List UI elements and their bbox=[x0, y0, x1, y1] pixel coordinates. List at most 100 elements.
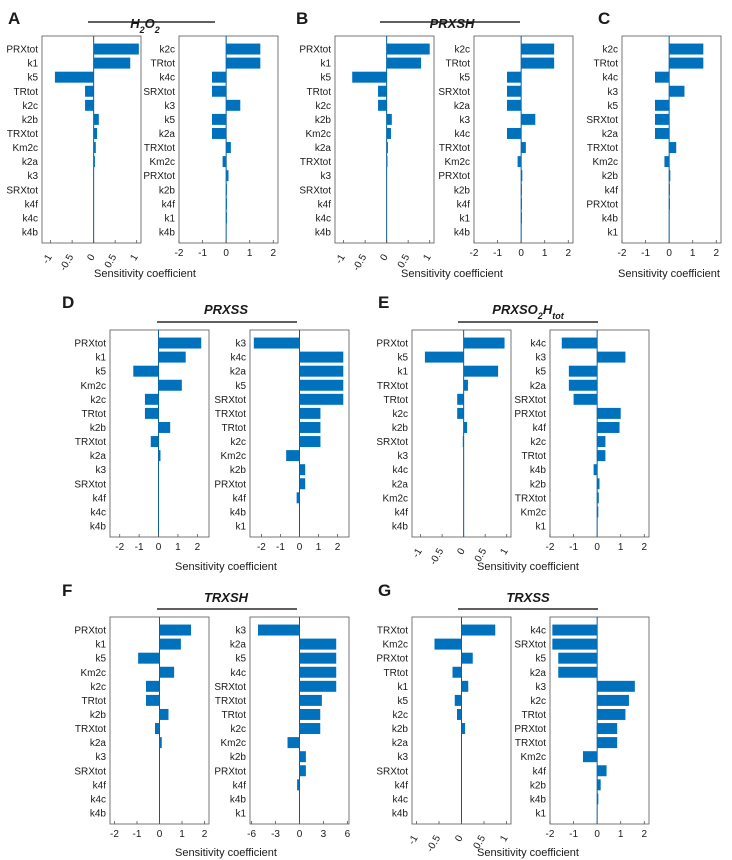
bar bbox=[521, 43, 555, 55]
x-tick-label: -1 bbox=[276, 542, 285, 553]
category-label: k4f bbox=[318, 199, 332, 210]
x-tick-label: 0 bbox=[297, 829, 303, 840]
category-label: SRXtot bbox=[376, 437, 408, 448]
category-label: TRtot bbox=[522, 710, 547, 721]
bar bbox=[655, 99, 670, 111]
bar bbox=[597, 436, 606, 448]
x-axis-label: Sensitivity coefficient bbox=[477, 561, 579, 573]
bar bbox=[146, 680, 160, 692]
panel-c: CPRXSOHk2cTRtotk4ck3k5SRXtotk2aTRXtotKm2… bbox=[586, 9, 722, 280]
category-label: SRXtot bbox=[438, 87, 470, 98]
bar bbox=[93, 57, 131, 69]
x-tick-label: 1 bbox=[128, 252, 141, 263]
x-tick-label: 1 bbox=[542, 248, 548, 259]
category-label: PRXtot bbox=[6, 45, 38, 56]
plot-frame bbox=[473, 35, 574, 244]
bar bbox=[463, 450, 465, 462]
bar bbox=[552, 638, 598, 650]
bar bbox=[463, 337, 505, 349]
category-label: k3 bbox=[397, 752, 408, 763]
bar bbox=[463, 421, 468, 433]
panel-letter: B bbox=[296, 9, 308, 28]
panel-title: PRXSS bbox=[204, 302, 248, 317]
x-tick-label: -0.5 bbox=[425, 833, 443, 854]
category-label: k5 bbox=[397, 353, 408, 364]
category-label: k2a bbox=[230, 640, 247, 651]
x-tick-label: -1 bbox=[411, 546, 425, 560]
category-label: k4b bbox=[230, 507, 247, 518]
x-tick-label: -1 bbox=[133, 829, 142, 840]
category-label: k1 bbox=[535, 808, 546, 819]
category-label: TRtot bbox=[222, 423, 247, 434]
subplot: PRXtot k1 k5 Km2c k2c TRtot k2b TRXtot k2a k3 SRXt… bbox=[74, 616, 210, 840]
category-label: Km2c bbox=[80, 381, 106, 392]
bar bbox=[159, 666, 175, 678]
bar bbox=[299, 421, 321, 433]
x-tick-label: -1 bbox=[493, 248, 502, 259]
x-tick-label: -1 bbox=[569, 829, 578, 840]
bar bbox=[386, 113, 392, 125]
x-tick-label: 1 bbox=[179, 829, 185, 840]
x-tick-label: 0 bbox=[594, 542, 600, 553]
category-label: k4c bbox=[530, 626, 546, 637]
bar bbox=[568, 365, 598, 377]
title-part: H bbox=[543, 302, 553, 317]
bar bbox=[593, 464, 598, 476]
bar bbox=[226, 142, 231, 154]
bar bbox=[552, 624, 598, 636]
category-label: k2c bbox=[602, 45, 618, 56]
bar bbox=[297, 779, 300, 791]
category-label: k4b bbox=[315, 227, 332, 238]
category-label: k3 bbox=[95, 465, 106, 476]
title-part: H bbox=[130, 16, 140, 31]
category-label: k5 bbox=[607, 101, 618, 112]
x-tick-label: -2 bbox=[175, 248, 184, 259]
bar bbox=[150, 436, 159, 448]
category-label: k1 bbox=[27, 59, 38, 70]
bar bbox=[146, 694, 160, 706]
bar bbox=[85, 99, 94, 111]
category-label: PRXtot bbox=[299, 45, 331, 56]
bar bbox=[521, 170, 523, 182]
category-label: k3 bbox=[320, 171, 331, 182]
category-label: TRtot bbox=[82, 409, 107, 420]
category-label: PRXtot bbox=[514, 409, 546, 420]
category-label: k2b bbox=[602, 171, 619, 182]
bar bbox=[378, 85, 387, 97]
bar bbox=[299, 694, 322, 706]
category-label: k4b bbox=[230, 794, 247, 805]
category-label: k2b bbox=[22, 115, 39, 126]
x-tick-label: 2 bbox=[566, 248, 572, 259]
bar bbox=[299, 436, 321, 448]
category-label: k5 bbox=[235, 654, 246, 665]
subplot: k3 k2a k5 k4c SRXtot TRXtot TRtot k2c Km2c k2b PRX… bbox=[214, 616, 351, 840]
category-label: TRXtot bbox=[144, 143, 175, 154]
bar bbox=[299, 652, 337, 664]
bar bbox=[597, 506, 599, 518]
panel-letter: E bbox=[378, 293, 389, 312]
bar bbox=[93, 156, 95, 168]
bar bbox=[507, 71, 522, 83]
bar bbox=[226, 57, 261, 69]
bar bbox=[597, 421, 620, 433]
bar bbox=[299, 407, 321, 419]
category-label: PRXtot bbox=[514, 724, 546, 735]
category-label: TRXtot bbox=[377, 381, 408, 392]
title-part: PRXSO bbox=[492, 302, 538, 317]
category-label: TRXtot bbox=[75, 437, 106, 448]
bar bbox=[286, 450, 300, 462]
category-label: TRtot bbox=[446, 59, 471, 70]
category-label: TRXtot bbox=[215, 409, 246, 420]
bar bbox=[299, 478, 306, 490]
category-label: k1 bbox=[320, 59, 331, 70]
bar bbox=[299, 765, 306, 777]
x-tick-label: 0 bbox=[518, 248, 524, 259]
bar bbox=[93, 113, 99, 125]
category-label: k2a bbox=[530, 381, 547, 392]
bar bbox=[452, 666, 462, 678]
bar bbox=[155, 723, 160, 735]
bar bbox=[597, 765, 607, 777]
x-tick-label: -1 bbox=[198, 248, 207, 259]
category-label: k4f bbox=[457, 199, 471, 210]
category-label: PRXtot bbox=[74, 626, 106, 637]
